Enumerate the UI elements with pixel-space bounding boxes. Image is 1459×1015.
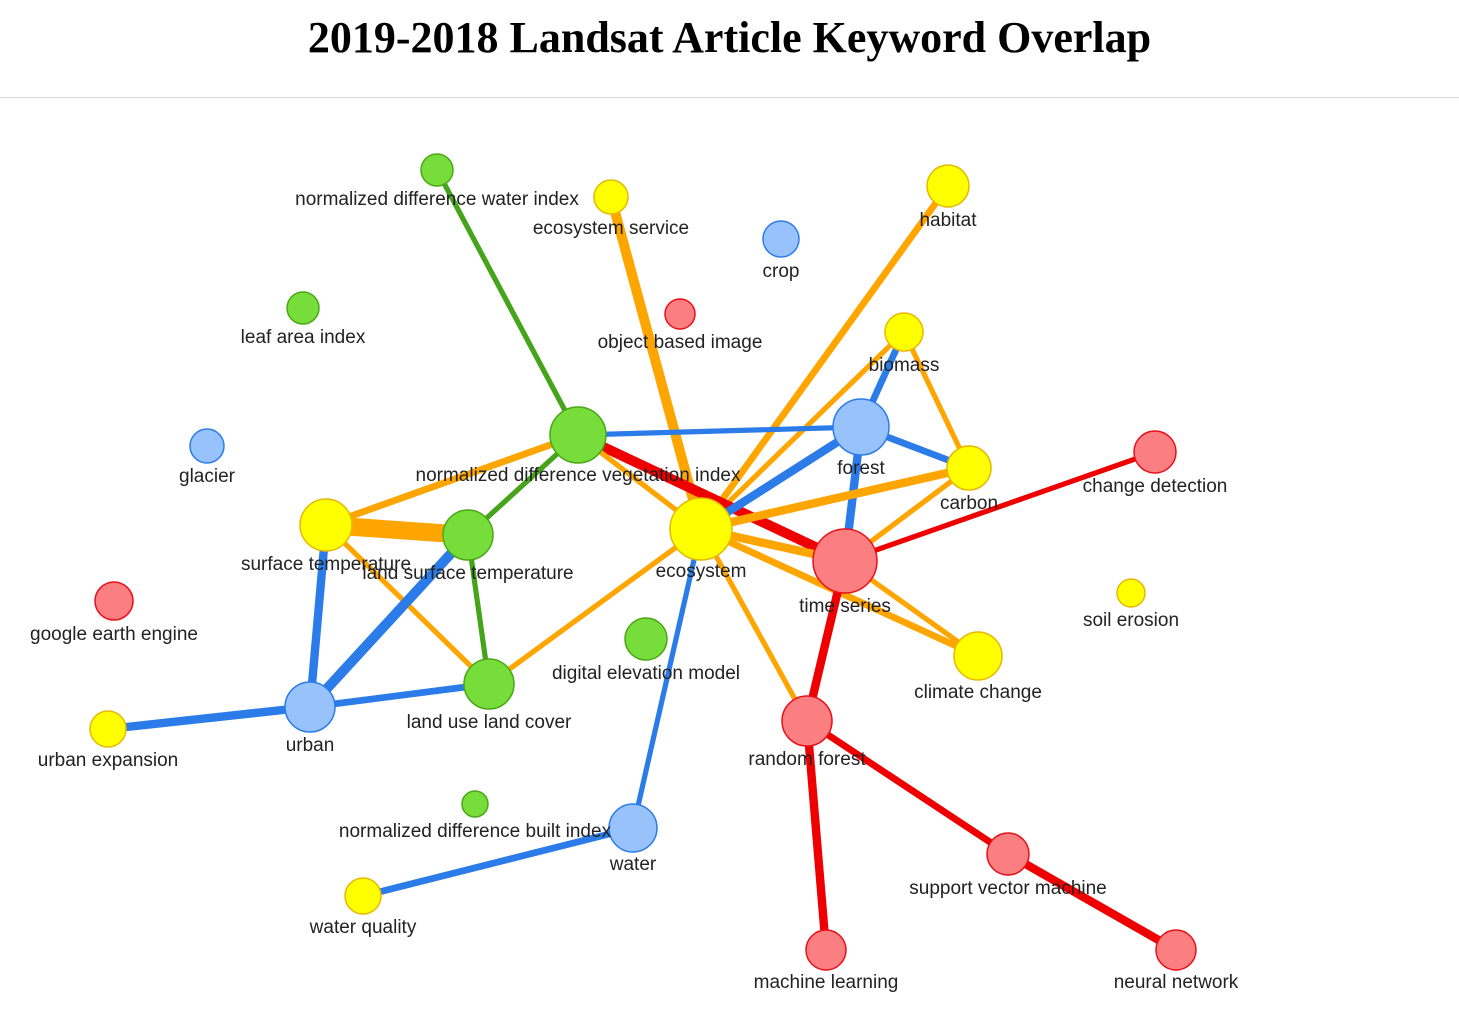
edge-svm-nn[interactable] <box>1005 850 1179 954</box>
edge-ecosystem-rf[interactable] <box>698 527 810 723</box>
edge-carbon-ecosystem[interactable] <box>700 463 970 534</box>
edge-ndvi-forest[interactable] <box>577 424 862 438</box>
node-label-lai: leaf area index <box>241 327 366 348</box>
edge-surftemp-urban[interactable] <box>305 524 331 708</box>
node-urbanexp[interactable] <box>89 710 127 748</box>
node-label-svm: support vector machine <box>909 878 1107 899</box>
node-crop[interactable] <box>762 220 800 258</box>
edge-changedet-timeseries[interactable] <box>844 449 1156 564</box>
node-label-dem: digital elevation model <box>552 663 740 684</box>
edge-ndwi-ndvi[interactable] <box>434 168 581 437</box>
node-rf[interactable] <box>781 695 833 747</box>
node-changedet[interactable] <box>1133 430 1177 474</box>
node-habitat[interactable] <box>926 164 970 208</box>
title-divider <box>0 97 1459 98</box>
node-water[interactable] <box>608 803 658 853</box>
node-glacier[interactable] <box>189 428 225 464</box>
node-label-rf: random forest <box>748 749 866 770</box>
edge-urban-urbanexp[interactable] <box>107 702 311 734</box>
node-label-carbon: carbon <box>940 493 998 514</box>
node-layer <box>89 153 1197 971</box>
edge-water-wq[interactable] <box>362 824 634 900</box>
node-label-lst: land surface temperature <box>362 563 573 584</box>
page-title: 2019-2018 Landsat Article Keyword Overla… <box>307 13 1152 62</box>
node-label-biomass: biomass <box>869 355 940 376</box>
node-ndvi[interactable] <box>549 406 607 464</box>
node-label-timeseries: time series <box>799 596 891 617</box>
node-label-ndbi: normalized difference built index <box>339 821 612 842</box>
node-label-obi: object based image <box>598 332 763 353</box>
node-lst[interactable] <box>442 509 494 561</box>
node-label-nn: neural network <box>1114 972 1239 993</box>
node-label-ml: machine learning <box>754 972 899 993</box>
edge-habitat-ecosystem[interactable] <box>698 184 951 531</box>
node-label-wq: water quality <box>309 917 417 938</box>
node-ndwi[interactable] <box>420 153 454 187</box>
node-label-surftemp: surface temperature <box>241 554 411 575</box>
edge-biomass-carbon[interactable] <box>901 330 972 470</box>
node-ml[interactable] <box>805 929 847 971</box>
node-svm[interactable] <box>986 832 1030 876</box>
node-gee[interactable] <box>94 581 134 621</box>
edge-rf-ml[interactable] <box>802 720 831 951</box>
node-label-forest: forest <box>837 458 885 479</box>
node-label-habitat: habitat <box>919 210 977 231</box>
node-lulc[interactable] <box>463 658 515 710</box>
edge-ecosystem-lulc[interactable] <box>487 526 703 687</box>
edge-ndvi-surftemp[interactable] <box>324 431 580 529</box>
node-forest[interactable] <box>832 398 890 456</box>
edge-lst-urban[interactable] <box>306 531 472 711</box>
node-ecosystem[interactable] <box>669 497 733 561</box>
node-nn[interactable] <box>1155 929 1197 971</box>
node-wq[interactable] <box>344 877 382 915</box>
node-label-ecosvc: ecosystem service <box>533 218 689 239</box>
node-lai[interactable] <box>286 291 320 325</box>
node-label-urbanexp: urban expansion <box>38 750 179 771</box>
node-carbon[interactable] <box>946 445 992 491</box>
node-label-lulc: land use land cover <box>407 712 572 733</box>
node-dem[interactable] <box>624 617 668 661</box>
node-label-ndvi: normalized difference vegetation index <box>416 465 741 486</box>
node-label-climate: climate change <box>914 682 1042 703</box>
edge-ecosystem-water[interactable] <box>630 528 704 829</box>
node-label-changedet: change detection <box>1083 476 1228 497</box>
node-biomass[interactable] <box>884 312 924 352</box>
node-climate[interactable] <box>953 631 1003 681</box>
node-label-water: water <box>609 854 657 875</box>
edge-rf-svm[interactable] <box>805 718 1010 857</box>
node-label-ndwi: normalized difference water index <box>295 189 579 210</box>
edge-ecosvc-ecosystem[interactable] <box>606 195 706 531</box>
node-label-urban: urban <box>286 735 335 756</box>
node-label-crop: crop <box>763 261 800 282</box>
node-surftemp[interactable] <box>299 498 353 552</box>
edge-urban-lulc[interactable] <box>309 680 490 711</box>
node-timeseries[interactable] <box>812 528 878 594</box>
node-label-glacier: glacier <box>179 466 236 487</box>
edge-ndvi-timeseries[interactable] <box>575 430 848 566</box>
node-label-ecosystem: ecosystem <box>656 561 747 582</box>
node-ndbi[interactable] <box>461 790 489 818</box>
node-soil[interactable] <box>1116 578 1146 608</box>
node-ecosvc[interactable] <box>593 179 629 215</box>
node-obi[interactable] <box>664 298 696 330</box>
node-label-gee: google earth engine <box>30 624 198 645</box>
label-layer: normalized difference water index ecosyst… <box>30 189 1239 993</box>
node-urban[interactable] <box>284 681 336 733</box>
node-label-soil: soil erosion <box>1083 610 1179 631</box>
